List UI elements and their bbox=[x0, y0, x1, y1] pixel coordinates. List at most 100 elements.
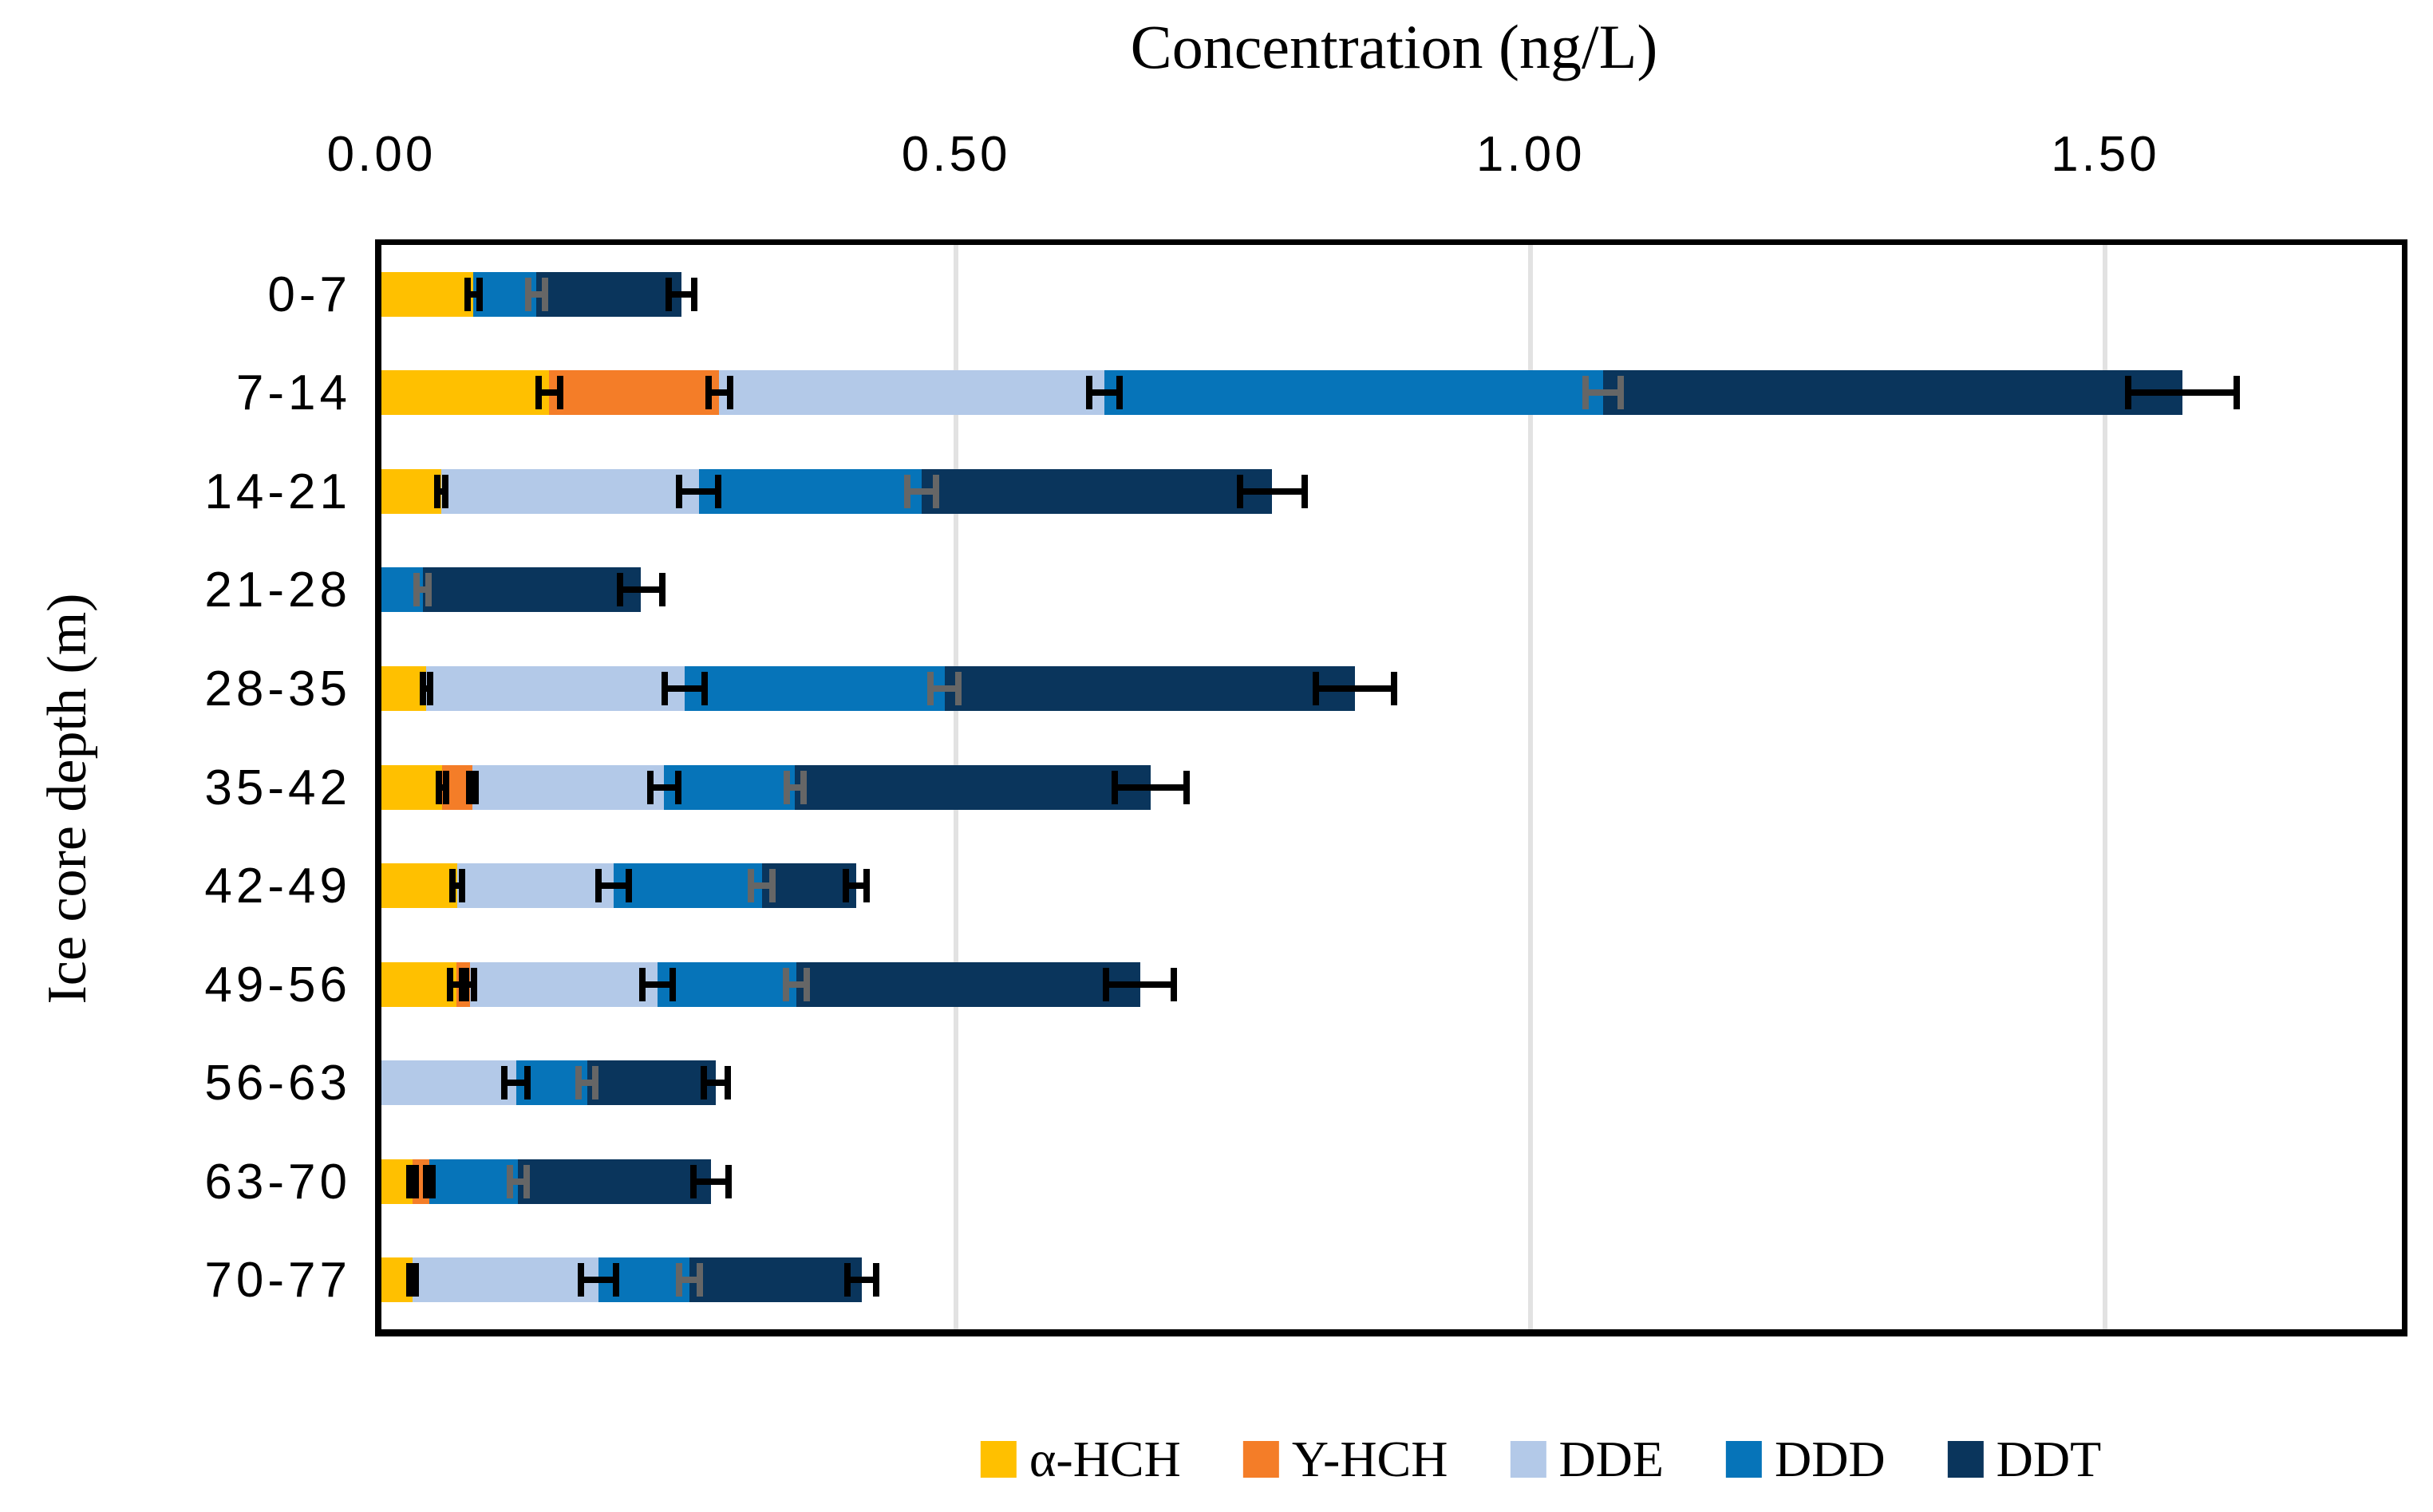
bar-segment-DDT bbox=[536, 271, 681, 317]
error-bar-cap bbox=[724, 1066, 731, 1100]
error-bar-DDD bbox=[413, 573, 432, 607]
error-bar-DDE bbox=[662, 671, 709, 705]
legend: α-HCH Υ-HCH DDE DDD DDT bbox=[980, 1431, 2102, 1487]
error-bar-DDT bbox=[690, 1164, 733, 1198]
error-bar-cap bbox=[842, 869, 849, 903]
error-bar-stem bbox=[748, 882, 776, 890]
bar-segment-DDT bbox=[587, 1060, 717, 1106]
error-bar-cap bbox=[646, 770, 654, 804]
error-bar-cap bbox=[872, 1263, 879, 1297]
error-bar-DDT bbox=[617, 573, 666, 607]
error-bar-cap bbox=[419, 671, 426, 705]
bar-segment-Υ-HCH bbox=[549, 370, 720, 416]
error-bar-stem bbox=[662, 685, 709, 692]
error-bar-DDT bbox=[844, 1263, 879, 1297]
error-bar-DDE bbox=[675, 474, 722, 508]
error-bar-cap bbox=[1183, 770, 1190, 804]
error-bar-cap bbox=[769, 869, 776, 903]
bar-segment-α-HCH bbox=[381, 271, 474, 317]
bar-segment-α-HCH bbox=[381, 863, 458, 909]
error-bar-cap bbox=[412, 1164, 419, 1198]
error-bar-cap bbox=[464, 277, 471, 311]
bar-segment-DDE bbox=[412, 1257, 599, 1303]
error-bar-cap bbox=[701, 671, 709, 705]
error-bar-α-HCH bbox=[447, 967, 466, 1001]
error-bar-α-HCH bbox=[448, 869, 466, 903]
error-bar-stem bbox=[646, 784, 681, 791]
error-bar-cap bbox=[541, 277, 548, 311]
error-bar-cap bbox=[927, 671, 934, 705]
error-bar-stem bbox=[675, 1277, 704, 1284]
y-category-label: 7-14 bbox=[235, 365, 351, 421]
error-bar-cap bbox=[448, 869, 456, 903]
bar-segment-DDT bbox=[422, 567, 642, 613]
error-bar-cap bbox=[1116, 376, 1123, 410]
error-bar-cap bbox=[442, 770, 449, 804]
error-bar-cap bbox=[675, 474, 682, 508]
plot-area bbox=[375, 239, 2407, 1336]
error-bar-stem bbox=[690, 1178, 733, 1185]
legend-swatch-DDD bbox=[1725, 1441, 1762, 1478]
error-bar-cap bbox=[413, 573, 421, 607]
error-bar-stem bbox=[448, 882, 466, 890]
bar-segment-DDD bbox=[613, 863, 762, 909]
bar-segment-DDD bbox=[664, 764, 796, 810]
bar-segment-DDE bbox=[381, 1060, 516, 1106]
error-bar-cap bbox=[701, 1066, 708, 1100]
error-bar-Υ-HCH bbox=[465, 770, 479, 804]
bar-segment-DDT bbox=[921, 468, 1273, 514]
error-bar-cap bbox=[726, 376, 733, 410]
error-bar-DDD bbox=[904, 474, 939, 508]
y-category-label: 42-49 bbox=[204, 859, 351, 914]
error-bar-cap bbox=[535, 376, 542, 410]
error-bar-Υ-HCH bbox=[423, 1164, 436, 1198]
error-bar-cap bbox=[465, 770, 472, 804]
error-bar-DDE bbox=[500, 1066, 531, 1100]
error-bar-DDD bbox=[927, 671, 962, 705]
error-bar-DDT bbox=[842, 869, 871, 903]
bar-segment-DDE bbox=[719, 370, 1104, 416]
error-bar-α-HCH bbox=[435, 770, 449, 804]
bar-segment-DDT bbox=[689, 1257, 863, 1303]
y-category-label: 56-63 bbox=[204, 1056, 351, 1111]
error-bar-stem bbox=[1312, 685, 1398, 692]
error-bar-stem bbox=[435, 784, 449, 791]
y-category-label: 35-42 bbox=[204, 760, 351, 815]
x-tick-label: 1.00 bbox=[1475, 127, 1586, 182]
legend-swatch-Υ-HCH bbox=[1242, 1441, 1279, 1478]
error-bar-cap bbox=[405, 1164, 413, 1198]
y-category-label: 0-7 bbox=[267, 266, 351, 322]
bar-segment-DDT bbox=[944, 665, 1355, 711]
bar-segment-DDE bbox=[440, 468, 699, 514]
error-bar-cap bbox=[1111, 770, 1118, 804]
error-bar-cap bbox=[715, 474, 722, 508]
error-bar-cap bbox=[1236, 474, 1243, 508]
error-bar-cap bbox=[578, 1263, 585, 1297]
error-bar-stem bbox=[904, 488, 939, 495]
error-bar-cap bbox=[669, 967, 676, 1001]
error-bar-cap bbox=[1312, 671, 1319, 705]
error-bar-α-HCH bbox=[464, 277, 483, 311]
error-bar-cap bbox=[800, 770, 807, 804]
legend-label-DDT: DDT bbox=[1996, 1431, 2102, 1487]
bar-segment-DDE bbox=[457, 863, 614, 909]
bar-segment-DDE bbox=[469, 961, 658, 1007]
x-tick-label: 0.50 bbox=[901, 127, 1011, 182]
error-bar-stem bbox=[1111, 784, 1190, 791]
error-bar-cap bbox=[613, 1263, 620, 1297]
y-category-label: 49-56 bbox=[204, 957, 351, 1013]
legend-label-Υ-HCH: Υ-HCH bbox=[1291, 1431, 1448, 1487]
error-bar-stem bbox=[463, 981, 477, 988]
error-bar-cap bbox=[705, 376, 713, 410]
error-bar-cap bbox=[658, 573, 666, 607]
error-bar-α-HCH bbox=[405, 1164, 419, 1198]
error-bar-stem bbox=[675, 488, 722, 495]
error-bar-cap bbox=[1617, 376, 1624, 410]
error-bar-α-HCH bbox=[535, 376, 563, 410]
error-bar-cap bbox=[470, 967, 477, 1001]
error-bar-cap bbox=[1582, 376, 1590, 410]
error-bar-cap bbox=[412, 1263, 419, 1297]
error-bar-cap bbox=[932, 474, 939, 508]
error-bar-stem bbox=[782, 981, 811, 988]
